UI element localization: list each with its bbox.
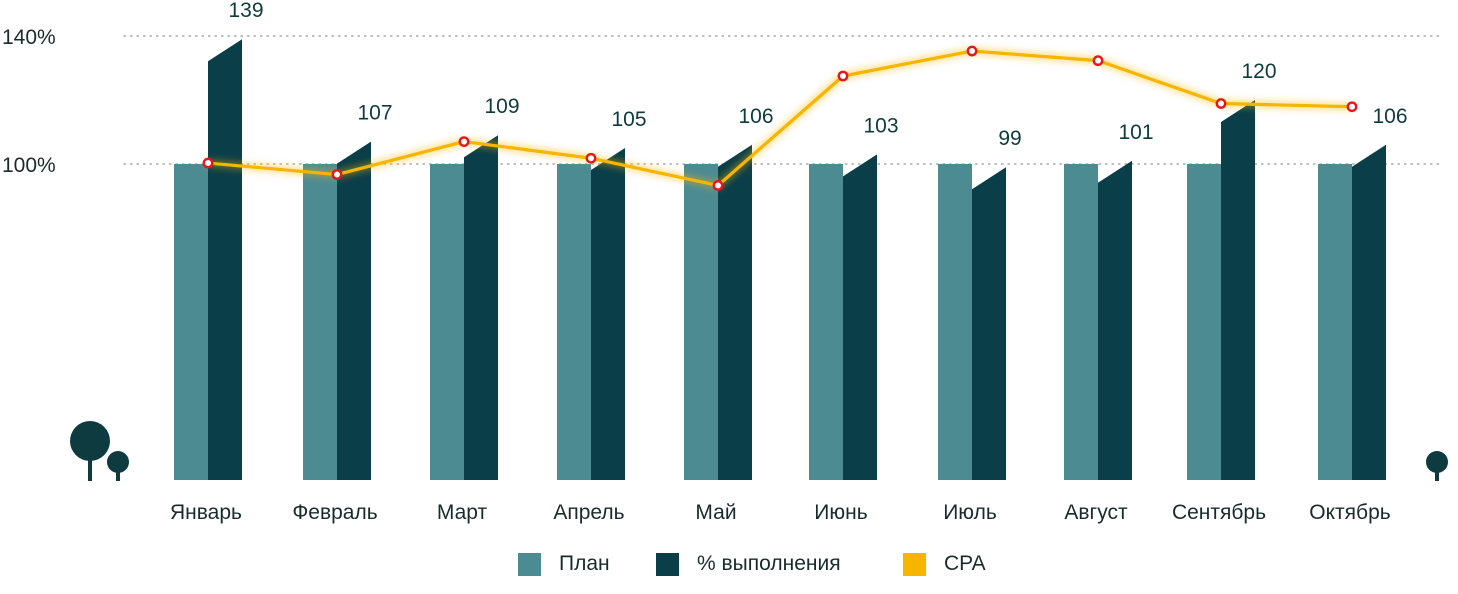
plan-bar (938, 164, 972, 480)
y-axis-ticks: 100% 140% (2, 26, 56, 177)
fulfillment-data-label: 139 (228, 0, 263, 22)
gridlines (123, 35, 1441, 165)
left-trees (70, 421, 129, 481)
fulfillment-data-label: 106 (1372, 105, 1407, 128)
cpa-line (207, 49, 1353, 188)
plan-bar (557, 164, 591, 480)
plan-bar (303, 164, 337, 480)
y-tick-label: 100% (2, 154, 56, 177)
x-tick-label: Март (437, 501, 488, 524)
tree-icon (107, 451, 129, 481)
x-tick-label: Сентябрь (1172, 501, 1266, 524)
cpa-point (1092, 55, 1104, 67)
x-tick-label: Октябрь (1309, 501, 1390, 524)
legend-label-fulfillment: % выполнения (697, 552, 841, 575)
fulfillment-data-label: 107 (357, 102, 392, 125)
fulfillment-bar (208, 39, 242, 480)
data-labels: 139 107 109 105 106 103 99 101 120 106 (228, 0, 1407, 150)
fulfillment-data-label: 103 (863, 114, 898, 137)
cpa-point (712, 180, 724, 191)
cpa-point (458, 136, 470, 148)
fulfillment-bar (1098, 160, 1132, 481)
legend-swatch-cpa (903, 552, 926, 576)
fulfillment-bar (337, 141, 371, 480)
tree-icon (70, 421, 110, 481)
plan-bar (430, 164, 464, 480)
fulfillment-data-label: 120 (1241, 60, 1276, 83)
plan-bar (1064, 164, 1098, 480)
plan-bar (1187, 164, 1221, 480)
x-tick-label: Апрель (553, 501, 624, 524)
legend-item-fulfillment: % выполнения (656, 546, 841, 582)
fulfillment-data-label: 105 (611, 108, 646, 131)
fulfillment-data-label: 101 (1118, 121, 1153, 144)
plan-bar (174, 164, 208, 480)
plan-bar (1318, 164, 1352, 480)
legend-item-cpa: CPA (903, 546, 986, 582)
cpa-point (837, 70, 849, 82)
fulfillment-data-label: 109 (484, 95, 519, 118)
x-tick-label: Июль (943, 501, 997, 524)
legend: План % выполнения CPA (0, 546, 1458, 582)
x-tick-label: Май (695, 501, 736, 524)
legend-swatch-plan (518, 552, 541, 576)
x-tick-label: Август (1064, 501, 1128, 524)
right-tree (1426, 451, 1448, 481)
legend-label-plan: План (559, 552, 610, 575)
legend-label-cpa: CPA (944, 552, 986, 575)
cpa-point (202, 157, 214, 169)
fulfillment-bar (843, 154, 877, 480)
x-tick-label: Январь (170, 501, 242, 524)
cpa-line-layer (202, 45, 1358, 191)
y-tick-label: 140% (2, 26, 56, 49)
legend-swatch-fulfillment (656, 552, 679, 576)
fulfillment-bar (718, 144, 752, 481)
tree-icon (1426, 451, 1448, 481)
fulfillment-data-label: 99 (998, 127, 1021, 150)
fulfillment-bar (1221, 100, 1255, 480)
x-tick-label: Июнь (814, 501, 867, 524)
bars (174, 39, 1386, 481)
fulfillment-bar (1352, 144, 1386, 481)
legend-item-plan: План (518, 546, 610, 582)
fulfillment-bar (591, 148, 625, 480)
plan-bar (809, 164, 843, 480)
cpa-point (585, 152, 597, 164)
fulfillment-bar (464, 135, 498, 480)
x-axis-ticks: Январь Февраль Март Апрель Май Июнь Июль Август… (170, 501, 1391, 524)
cpa-point (331, 169, 343, 180)
x-tick-label: Февраль (292, 501, 377, 524)
cpa-point (1215, 98, 1227, 109)
plan-bar (684, 164, 718, 480)
fulfillment-bar (972, 167, 1006, 480)
fulfillment-data-label: 106 (738, 105, 773, 128)
cpa-point (966, 45, 978, 57)
cpa-point (1346, 101, 1358, 113)
